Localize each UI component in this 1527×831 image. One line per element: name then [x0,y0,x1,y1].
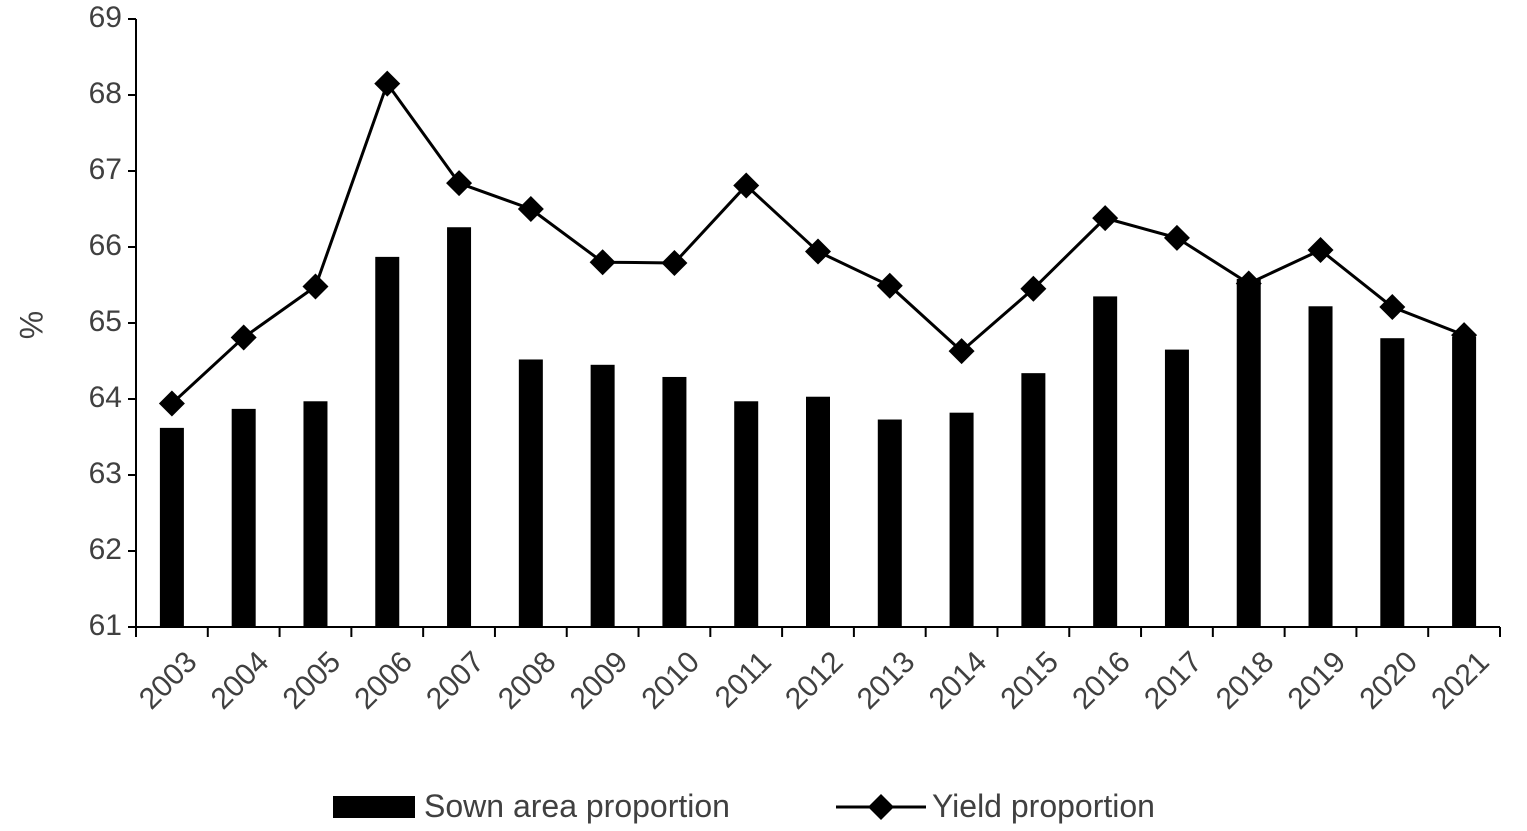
y-tick-label-65: 65 [89,305,122,338]
bar-2016 [1093,296,1118,627]
yield-point-2013 [876,272,903,299]
yield-point-2016 [1092,205,1119,232]
yield-point-2003 [158,390,185,417]
legend: Sown area proportion Yield proportion [333,788,1155,824]
y-tick-label-67: 67 [89,153,122,186]
yield-point-2009 [589,249,616,276]
yield-point-2012 [805,238,831,265]
yield-point-2014 [948,338,975,365]
bar-2019 [1308,306,1333,627]
bar-2008 [518,359,543,627]
yield-point-2015 [1020,275,1047,302]
legend-label-yield: Yield proportion [932,788,1155,824]
bar-2005 [303,401,328,627]
bar-2007 [447,227,472,628]
x-tick-label-2008: 2008 [492,645,563,716]
bar-2006 [375,256,400,627]
yield-point-2010 [661,249,688,276]
bar-2004 [231,408,256,627]
x-tick-label-2019: 2019 [1282,645,1353,716]
bar-2021 [1452,336,1477,627]
bar-2017 [1164,349,1189,627]
y-axis-label: % [13,311,49,339]
y-tick-label-69: 69 [89,1,122,34]
yield-point-2020 [1379,294,1406,321]
y-tick-label-61: 61 [89,609,122,642]
x-tick-label-2005: 2005 [277,645,348,716]
bar-2003 [159,427,184,627]
yield-point-2017 [1163,224,1190,251]
yield-point-2008 [517,196,544,222]
legend-swatch-diamond [868,794,894,820]
x-tick-label-2012: 2012 [779,645,850,716]
yield-point-2004 [230,324,257,351]
yield-point-2018 [1235,270,1262,297]
legend-label-sown-area: Sown area proportion [424,788,730,824]
y-tick-label-68: 68 [89,77,122,110]
bar-2009 [590,364,615,627]
x-tick-label-2016: 2016 [1066,645,1137,716]
x-tick-label-2010: 2010 [636,645,707,716]
bar-2013 [877,419,902,627]
y-tick-label-62: 62 [89,533,122,566]
legend-swatch-bar [333,796,415,818]
x-tick-label-2013: 2013 [851,645,922,716]
bar-2012 [806,396,830,627]
yield-point-2006 [374,70,401,97]
x-tick-label-2021: 2021 [1425,645,1496,716]
x-tick-label-2009: 2009 [564,645,635,716]
y-tick-label-64: 64 [89,381,122,414]
x-tick-label-2018: 2018 [1210,645,1281,716]
x-tick-label-2007: 2007 [420,645,491,716]
bar-2014 [949,412,974,627]
yield-point-2007 [446,170,473,197]
bar-2020 [1380,338,1405,627]
x-tick-label-2004: 2004 [205,645,276,716]
yield-point-2011 [733,172,760,199]
x-tick-label-2015: 2015 [994,645,1065,716]
x-tick-label-2017: 2017 [1138,645,1209,716]
x-tick-label-2014: 2014 [923,645,994,716]
y-tick-label-66: 66 [89,229,122,262]
bar-2015 [1021,373,1046,627]
x-tick-label-2006: 2006 [348,645,419,716]
yield-point-2021 [1451,322,1478,349]
bar-2011 [734,401,759,627]
bar-2010 [662,376,687,627]
yield-point-2019 [1307,237,1334,264]
yield-point-2005 [302,273,329,300]
bar-2018 [1236,278,1261,627]
x-tick-label-2011: 2011 [709,645,778,714]
x-tick-label-2003: 2003 [133,645,204,716]
x-tick-label-2020: 2020 [1353,645,1424,716]
y-tick-label-63: 63 [89,457,122,490]
